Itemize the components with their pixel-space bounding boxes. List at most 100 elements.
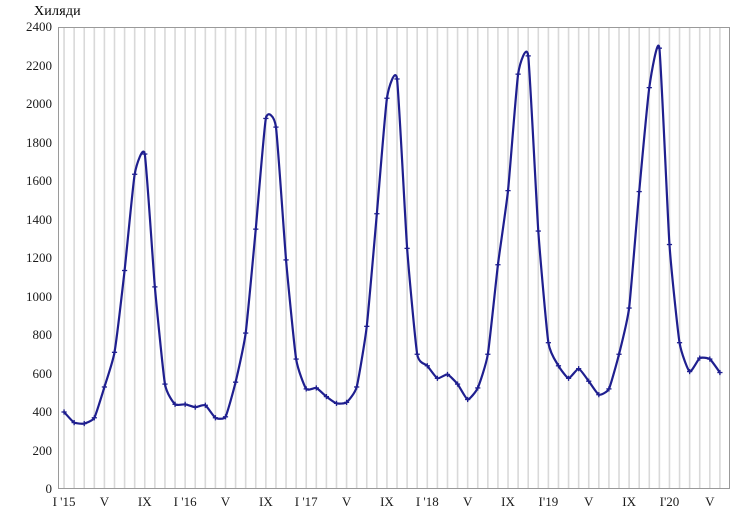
data-series-line [62,44,722,425]
y-tick-label: 1600 [26,173,52,188]
x-tick-label: IX [501,494,515,509]
data-point-marker [232,379,239,385]
data-point-marker [202,402,208,408]
x-tick-label: V [705,494,715,509]
x-tick-label: V [99,494,110,509]
vertical-gridlines [63,27,721,489]
data-point-marker [717,369,723,376]
x-tick-label: I '16 [173,494,197,509]
data-point-marker [465,396,471,403]
data-point-marker [273,124,279,130]
plot-frame [58,27,730,489]
x-tick-label: I '17 [294,494,318,509]
data-point-marker [81,420,87,427]
x-tick-label: V [462,494,473,509]
data-point-marker [606,386,612,392]
y-tick-label: 600 [32,365,53,381]
data-point-marker [303,386,309,392]
x-tick-label: V [341,494,352,509]
x-tick-label: I '15 [52,494,76,509]
data-point-marker [616,351,622,357]
data-point-marker [545,340,551,346]
data-point-marker [707,356,713,362]
data-point-marker [525,53,531,59]
data-point-marker [576,366,582,372]
data-point-marker [313,385,319,391]
data-point-marker [243,330,249,336]
data-point-marker [636,188,642,195]
data-point-marker [71,419,77,426]
data-point-marker [162,381,168,387]
data-point-marker [333,400,340,406]
x-tick-label: I'19 [538,494,559,509]
data-point-marker [354,384,360,390]
data-point-marker [91,415,97,421]
data-point-marker [656,45,662,51]
data-point-marker [535,228,541,234]
data-point-marker [293,356,299,362]
data-point-marker [485,351,491,357]
x-tick-label: IX [380,494,394,509]
x-tick-label: V [220,494,231,509]
data-point-marker [596,392,602,398]
x-tick-label: I'20 [659,494,680,509]
data-point-marker [121,267,128,274]
data-point-marker [132,171,138,177]
data-point-marker [182,401,188,407]
data-point-marker [646,85,652,91]
data-point-marker [505,188,511,194]
y-tick-label: 1000 [26,288,52,304]
x-axis-tick-labels: I '15 V IX I '16 V IX I '17 V IX I '18 V IX I'19 V IX I… [0,494,740,518]
y-tick-label: 200 [32,442,53,458]
data-point-marker [676,340,683,346]
y-tick-label: 1400 [26,211,52,227]
y-tick-label: 0 [45,481,53,496]
data-point-marker [192,404,198,410]
data-point-marker [263,115,269,122]
data-point-marker [666,241,673,248]
data-point-marker [475,385,481,391]
y-tick-label: 400 [32,404,53,419]
plot-area [58,27,730,489]
data-point-marker [283,257,289,263]
data-point-marker [515,71,521,77]
x-tick-label: IX [137,494,152,509]
x-tick-label: I '18 [415,494,439,509]
data-point-marker [343,399,350,405]
data-point-marker [222,414,229,420]
data-point-marker [444,371,451,378]
data-point-marker [61,409,67,415]
data-point-marker [111,349,118,355]
data-point-marker [212,415,219,421]
y-axis-tick-labels: 0 200 400 600 800 1000 1200 1400 1600 1800 2000 220… [0,0,52,521]
data-point-marker [323,394,329,400]
data-point-marker [101,384,108,390]
y-tick-label: 2000 [26,96,52,111]
x-tick-label: IX [258,494,273,509]
x-tick-label: V [584,494,594,509]
data-point-marker [626,305,632,311]
data-point-marker [384,95,390,101]
y-tick-label: 2400 [26,19,52,34]
chart-title: Хиляди [34,4,81,19]
y-tick-label: 800 [32,327,53,342]
data-point-marker [555,363,562,369]
data-point-marker [586,378,592,384]
data-point-marker [434,375,440,381]
data-point-marker [172,401,178,407]
data-point-marker [142,151,148,157]
data-point-marker [424,363,430,369]
y-tick-label: 2200 [26,57,52,73]
y-tick-label: 1800 [26,134,52,150]
y-tick-label: 1200 [26,250,52,265]
data-point-marker [404,245,410,251]
data-point-marker [374,211,380,217]
data-point-marker [364,323,370,329]
data-point-marker [394,76,400,82]
x-tick-label: IX [622,494,636,509]
data-point-marker [697,355,703,361]
line-chart-svg [58,27,730,489]
data-point-marker [454,381,461,387]
data-point-marker [687,368,693,375]
